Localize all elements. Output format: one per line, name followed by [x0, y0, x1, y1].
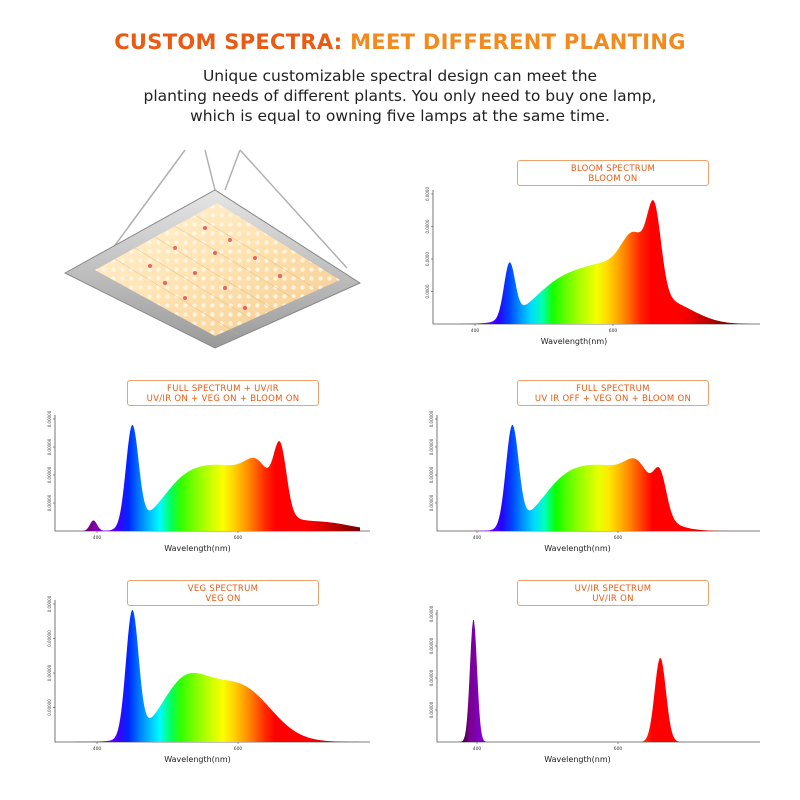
label-line-1: FULL SPECTRUM + UV/IR	[167, 384, 279, 394]
y-tick-label: 0.00000	[47, 630, 52, 647]
spectrum-curve	[439, 620, 750, 742]
label-veg-spectrum: VEG SPECTRUM VEG ON	[127, 580, 319, 606]
label-full-spectrum: FULL SPECTRUM UV IR OFF + VEG ON + BLOOM…	[517, 380, 709, 406]
hanging-wire	[224, 149, 241, 191]
y-tick-label: 0.00000	[429, 438, 434, 455]
label-line-2: BLOOM ON	[588, 174, 638, 184]
label-line-1: VEG SPECTRUM	[187, 584, 259, 594]
intro-line-3: which is equal to owning five lamps at t…	[190, 107, 610, 125]
spectrum-curve	[435, 200, 750, 324]
grow-lamp-image	[63, 149, 362, 349]
x-axis-label: Wavelength(nm)	[541, 337, 608, 346]
x-tick-label: 600	[614, 746, 623, 752]
y-tick-label: 0.00000	[47, 466, 52, 483]
label-line-2: VEG ON	[205, 594, 241, 604]
label-full-spectrum-uvir: FULL SPECTRUM + UV/IR UV/IR ON + VEG ON …	[127, 380, 319, 406]
y-tick-label: 0.00000	[429, 637, 434, 654]
y-tick-label: 0.00000	[47, 438, 52, 455]
axis-line	[54, 600, 370, 743]
axis-line	[436, 415, 760, 532]
y-tick-label: 0.0000	[425, 219, 430, 233]
label-uvir-spectrum: UV/IR SPECTRUM UV/IR ON	[517, 580, 709, 606]
y-tick-label: 0.00000	[47, 410, 52, 427]
y-tick-label: 0.00000	[47, 595, 52, 612]
y-tick-label: 0.00000	[47, 494, 52, 511]
hanging-wire	[239, 149, 348, 269]
spectrum-panel-uvir: 0.00000 0.00000 0.00000 0.00000 400 600Wavele…	[429, 605, 760, 764]
label-bloom-spectrum: BLOOM SPECTRUM BLOOM ON	[517, 160, 709, 186]
red-led-dots	[148, 226, 282, 310]
x-tick-label: 600	[234, 746, 243, 752]
x-tick-label: 400	[93, 535, 102, 541]
y-tick-label: 0.00000	[429, 494, 434, 511]
x-axis-label: Wavelength(nm)	[164, 544, 231, 553]
axis-line	[54, 415, 370, 532]
label-line-1: FULL SPECTRUM	[576, 384, 650, 394]
headline-part2: MEET DIFFERENT PLANTING	[350, 30, 686, 54]
headline-part1: CUSTOM SPECTRA:	[114, 30, 351, 54]
y-tick-label: 0.00000	[429, 466, 434, 483]
x-tick-label: 600	[609, 328, 618, 334]
intro-line-1: Unique customizable spectral design can …	[202, 67, 598, 85]
spectrum-curve	[439, 425, 750, 531]
x-tick-label: 600	[614, 535, 623, 541]
axis-line	[436, 610, 760, 743]
label-line-1: UV/IR SPECTRUM	[574, 584, 652, 594]
label-line-2: UV IR OFF + VEG ON + BLOOM ON	[534, 394, 692, 404]
x-tick-label: 400	[93, 746, 102, 752]
page-headline: CUSTOM SPECTRA: MEET DIFFERENT PLANTING	[0, 30, 800, 54]
hanging-wire	[112, 149, 186, 249]
x-axis-label: Wavelength(nm)	[544, 544, 611, 553]
spectrum-panel-bloom: 0.0000 0.0000 0.0000 0.0000 400 600Wavelength…	[425, 187, 760, 346]
x-axis-label: Wavelength(nm)	[544, 755, 611, 764]
y-tick-label: 0.00000	[47, 699, 52, 716]
axis-line	[432, 190, 760, 325]
spectrum-curve	[57, 425, 360, 531]
y-tick-label: 0.0000	[425, 252, 430, 266]
x-tick-label: 400	[473, 746, 482, 752]
intro-paragraph: Unique customizable spectral design can …	[60, 66, 740, 126]
y-tick-label: 0.00000	[429, 410, 434, 427]
x-tick-label: 400	[473, 535, 482, 541]
y-tick-label: 0.00000	[429, 669, 434, 686]
spectrum-panel-full-uvir: 0.00000 0.00000 0.00000 0.00000 400 600Wavele…	[47, 410, 370, 553]
y-tick-label: 0.0000	[425, 187, 430, 201]
spectrum-panel-full: 0.00000 0.00000 0.00000 0.00000 400 600Wavele…	[429, 410, 760, 553]
label-line-2: UV/IR ON + VEG ON + BLOOM ON	[146, 394, 300, 404]
y-tick-label: 0.00000	[47, 664, 52, 681]
label-line-2: UV/IR ON	[592, 594, 634, 604]
y-tick-label: 0.0000	[425, 284, 430, 298]
x-tick-label: 400	[471, 328, 480, 334]
y-tick-label: 0.00000	[429, 701, 434, 718]
intro-line-2: planting needs of different plants. You …	[143, 87, 657, 105]
label-line-1: BLOOM SPECTRUM	[570, 164, 656, 174]
spectrum-panel-veg: 0.00000 0.00000 0.00000 0.00000 400 600Wavele…	[47, 595, 370, 764]
x-axis-label: Wavelength(nm)	[164, 755, 231, 764]
y-tick-label: 0.00000	[429, 605, 434, 622]
hanging-wire	[204, 149, 216, 191]
spectrum-curve	[57, 610, 360, 742]
x-tick-label: 600	[234, 535, 243, 541]
